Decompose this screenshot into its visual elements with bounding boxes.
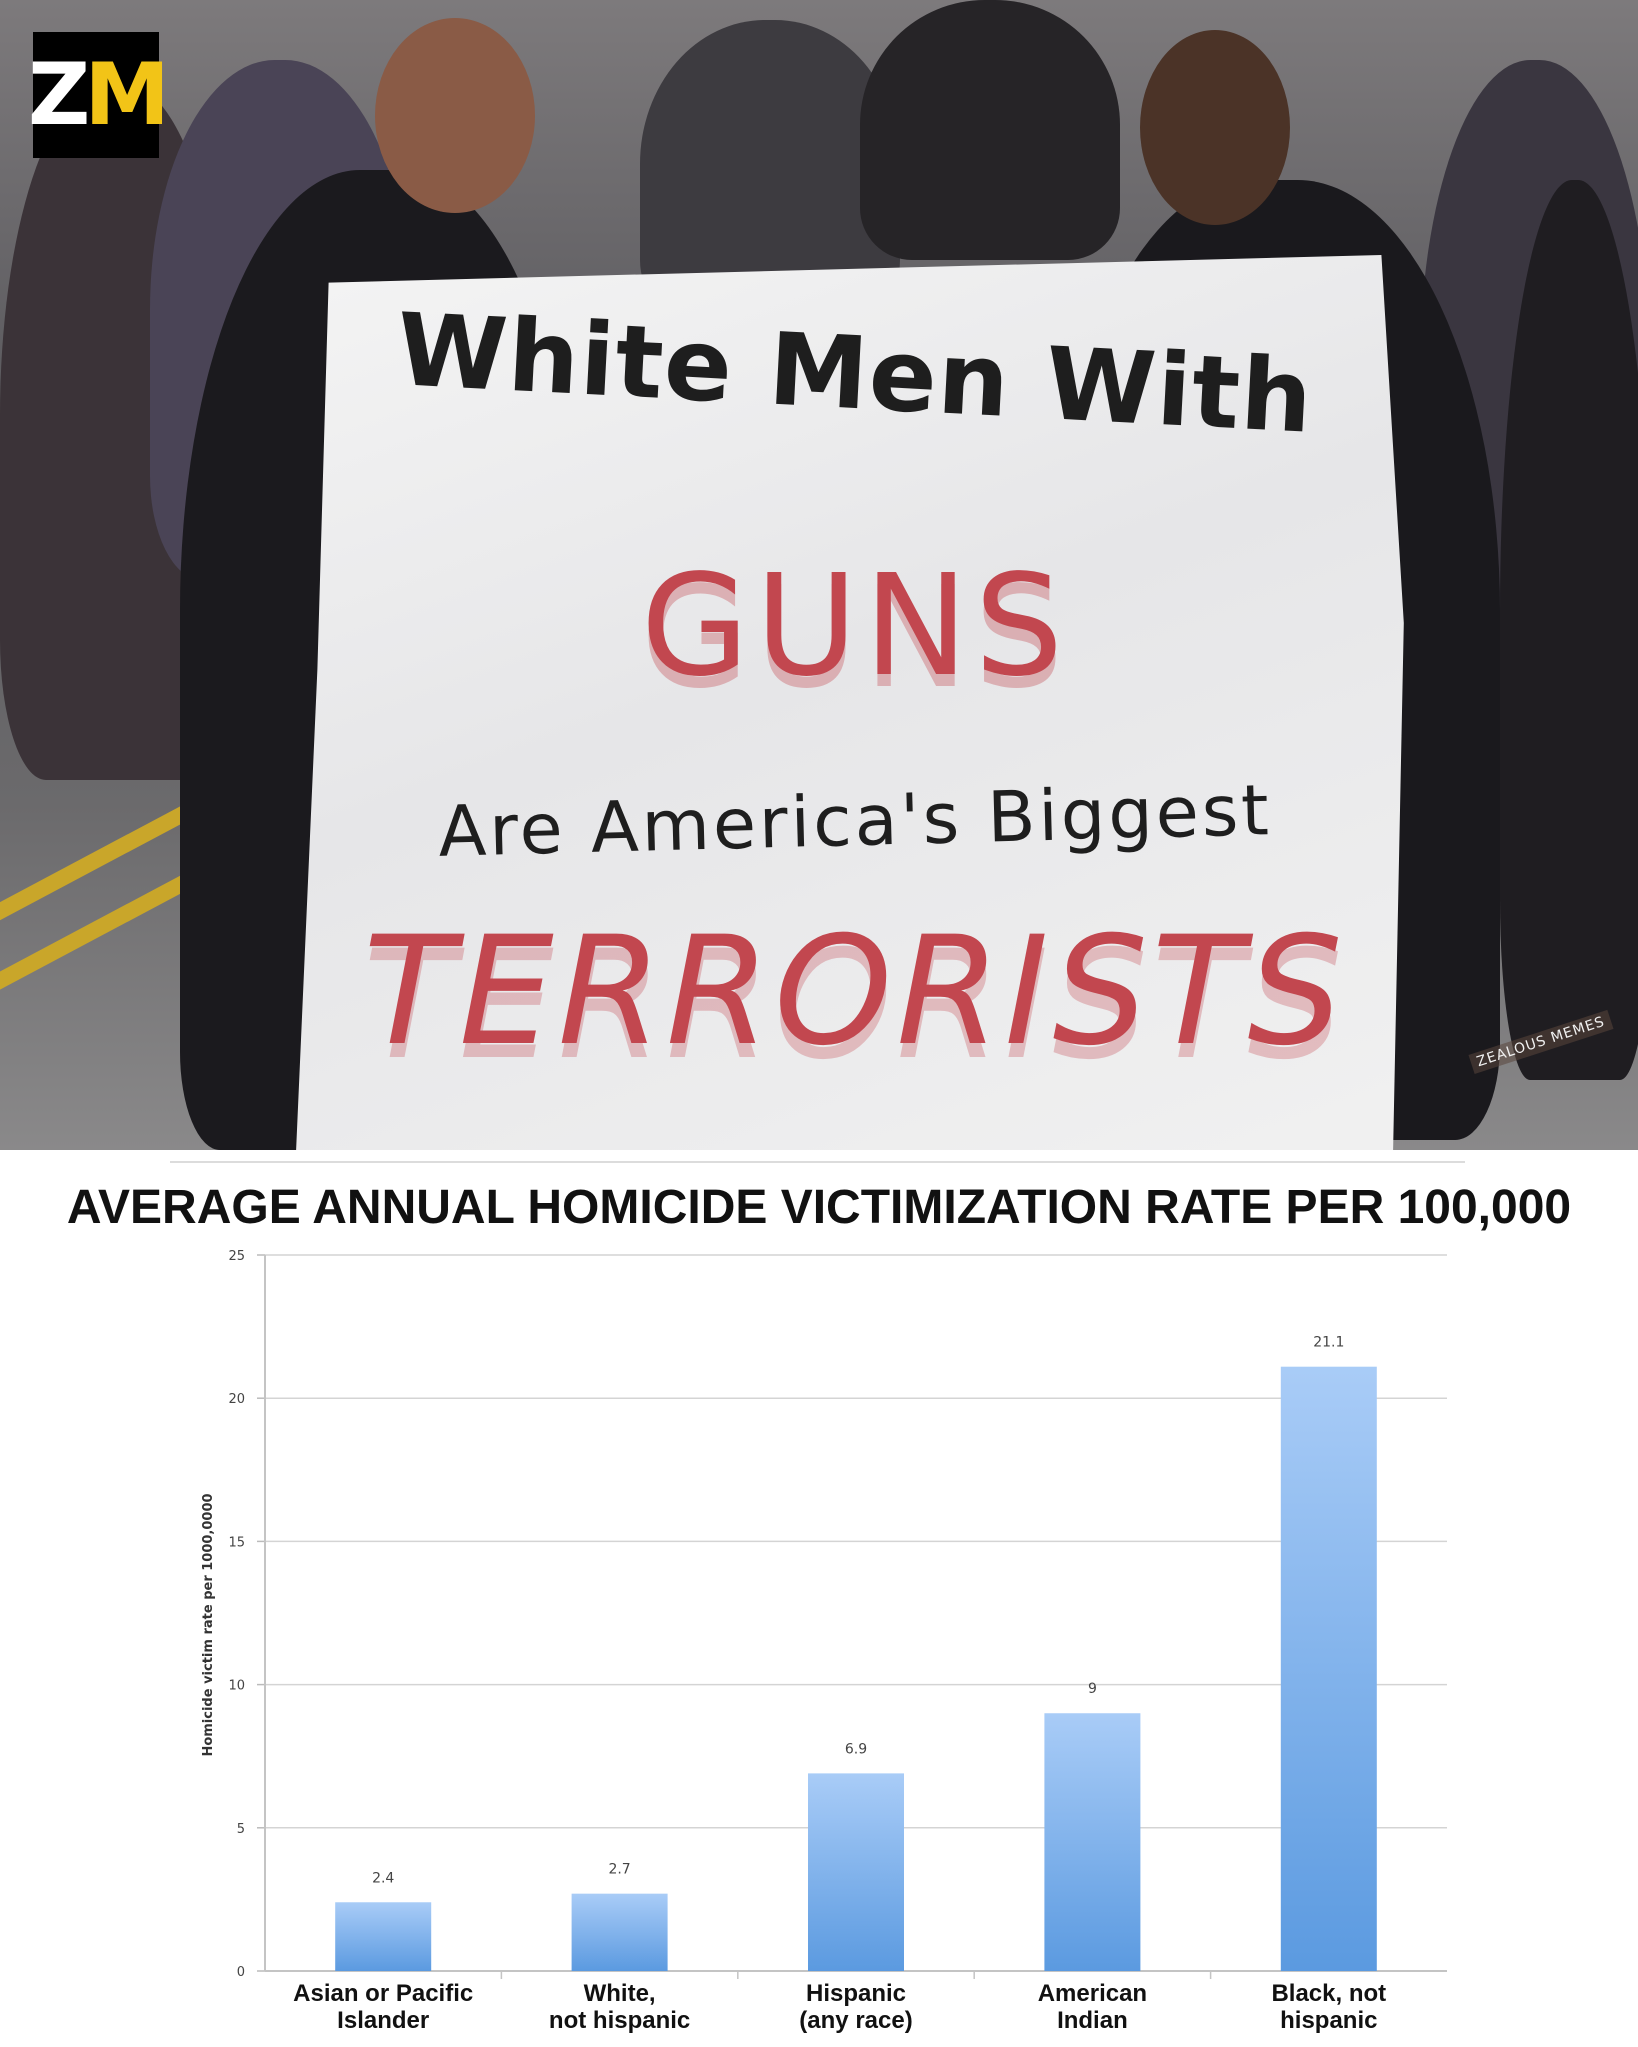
x-tick-label: Hispanic xyxy=(806,1980,906,2007)
x-tick-label: Indian xyxy=(1057,2007,1128,2034)
protester-left-head xyxy=(375,18,535,213)
grid-lines xyxy=(265,1254,1447,1829)
bars xyxy=(335,1366,1377,1971)
data-label: 6.9 xyxy=(845,1741,867,1757)
bar xyxy=(335,1902,432,1971)
data-label: 21.1 xyxy=(1313,1335,1344,1351)
protest-photo: White Men With GUNS Are America's Bigges… xyxy=(0,0,1638,1150)
protest-banner: White Men With GUNS Are America's Bigges… xyxy=(295,255,1404,1150)
banner-line-2: GUNS xyxy=(640,545,1070,708)
y-tick-label: 15 xyxy=(228,1535,245,1550)
x-tick-label: Asian or Pacific xyxy=(293,1980,473,2007)
logo-letter-z: Z xyxy=(28,45,90,145)
banner-line-4: TERRORISTS xyxy=(363,905,1347,1079)
logo-letter-m: M xyxy=(84,45,170,145)
y-tick-label: 20 xyxy=(228,1392,245,1407)
y-tick-label: 5 xyxy=(237,1822,245,1837)
x-tick-label: (any race) xyxy=(799,2007,912,2034)
x-tick-label: not hispanic xyxy=(549,2007,690,2034)
section-divider xyxy=(170,1161,1465,1163)
y-tick-label: 0 xyxy=(237,1965,245,1980)
crowd-figure xyxy=(860,0,1120,260)
x-tick-label: American xyxy=(1038,1980,1147,2007)
y-tick-label: 10 xyxy=(228,1679,245,1694)
protester-right-head xyxy=(1140,30,1290,225)
x-tick-label: Black, not xyxy=(1271,1980,1386,2007)
data-label: 2.4 xyxy=(372,1870,394,1886)
y-tick-label: 25 xyxy=(228,1249,245,1264)
chart-title: AVERAGE ANNUAL HOMICIDE VICTIMIZATION RA… xyxy=(66,1181,1572,1234)
x-tick-label: White, xyxy=(584,1980,656,2007)
bar xyxy=(1044,1713,1141,1971)
crowd-figure xyxy=(1500,180,1638,1080)
x-tick-label: hispanic xyxy=(1280,2007,1377,2034)
bar xyxy=(1280,1366,1377,1971)
x-tick-label: Islander xyxy=(337,2007,429,2034)
bar xyxy=(808,1773,904,1971)
data-label: 2.7 xyxy=(608,1862,630,1878)
y-axis-label: Homicide victim rate per 1000,0000 xyxy=(201,1493,216,1756)
data-label: 9 xyxy=(1088,1681,1097,1697)
brand-logo: ZM xyxy=(28,32,170,158)
bar xyxy=(571,1893,668,1971)
